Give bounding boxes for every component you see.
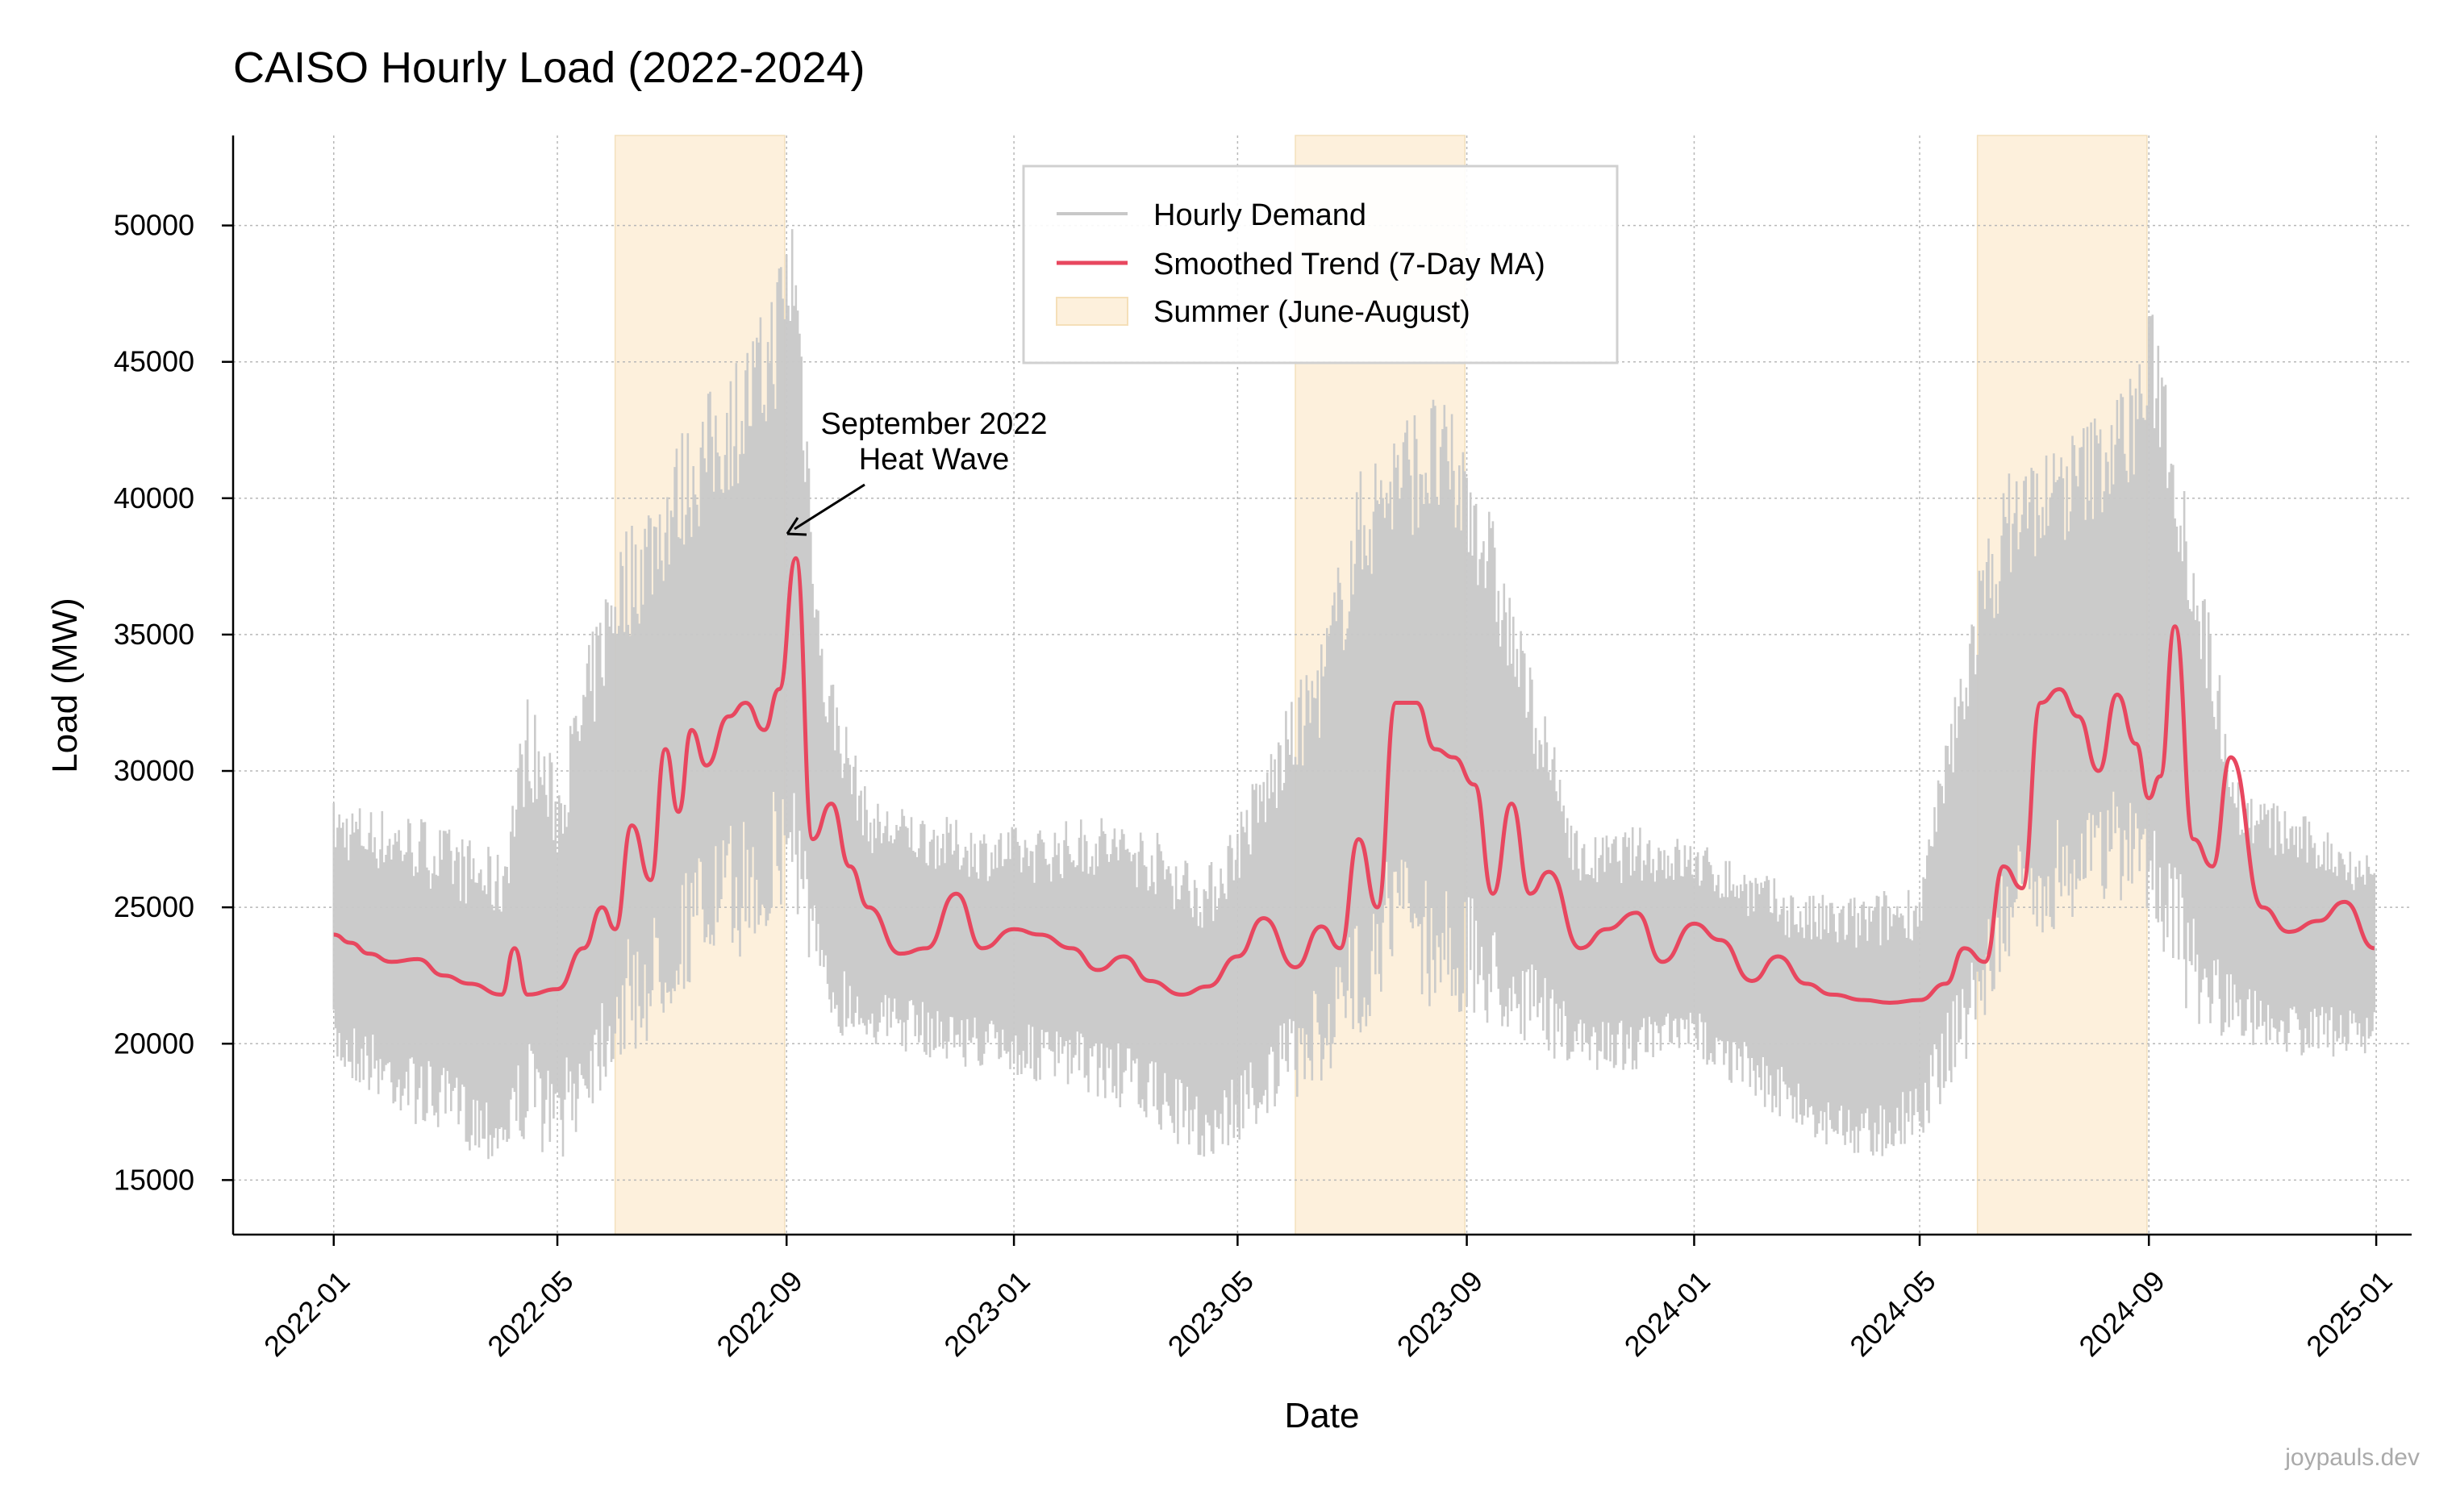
y-tick-label: 25000 [114, 890, 194, 923]
chart-title: CAISO Hourly Load (2022-2024) [233, 44, 865, 92]
y-tick-label: 50000 [114, 209, 194, 242]
x-axis-title: Date [1285, 1396, 1360, 1435]
legend-swatch-summer [1056, 297, 1128, 326]
heat-wave-annotation: September 2022 Heat Wave [786, 407, 1048, 536]
watermark: joypauls.dev [2284, 1444, 2420, 1471]
legend-label-trend: Smoothed Trend (7-Day MA) [1153, 248, 1545, 281]
annotation-arrow-head [786, 517, 807, 536]
hourly-demand-layer [332, 229, 2376, 1160]
annotation-line-1: September 2022 [821, 407, 1048, 441]
y-axis-title: Load (MW) [45, 598, 85, 773]
y-tick-layer: 15000 20000 25000 30000 35000 40000 45000 50000 [114, 209, 233, 1196]
y-tick-label: 30000 [114, 754, 194, 787]
y-tick-label: 35000 [114, 618, 194, 651]
legend-label-summer: Summer (June-August) [1153, 295, 1470, 329]
y-tick-label: 45000 [114, 345, 194, 378]
y-tick-label: 15000 [114, 1163, 194, 1196]
hourly-demand-series [332, 229, 2376, 1160]
legend: Hourly Demand Smoothed Trend (7-Day MA) … [1022, 165, 1619, 364]
smoothed-trend-line [333, 556, 2375, 1006]
y-tick-label: 40000 [114, 481, 194, 514]
smoothed-trend-layer [333, 556, 2375, 1006]
annotation-arrow [794, 483, 865, 531]
legend-label-hourly: Hourly Demand [1153, 198, 1366, 232]
y-tick-label: 20000 [114, 1027, 194, 1060]
annotation-line-2: Heat Wave [859, 443, 1010, 477]
